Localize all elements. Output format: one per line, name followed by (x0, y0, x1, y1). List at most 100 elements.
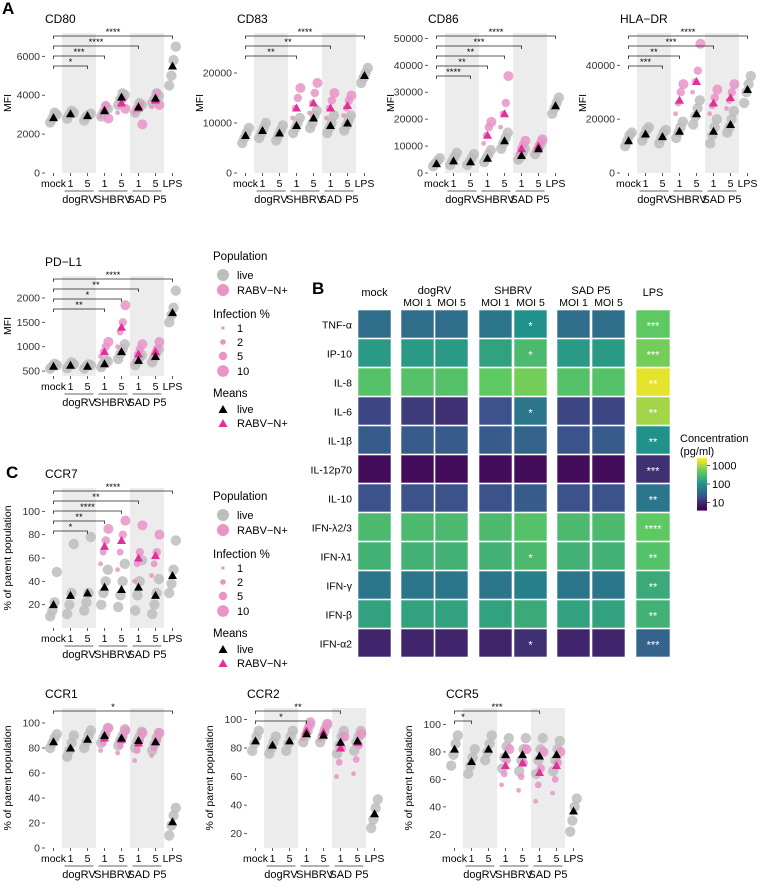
y-tick-label: 60 (429, 774, 441, 786)
x-tick-label: 1 (102, 853, 108, 865)
legend-infection-1-label: 1 (237, 323, 243, 335)
legend-panel-c: Population live RABV−N+ Infection % 1 2 … (213, 491, 288, 670)
legend-c-rabv-label: RABV−N+ (237, 525, 288, 537)
colorbar-segment (697, 488, 707, 491)
significance-bracket (53, 520, 105, 524)
live-mean-marker (100, 731, 109, 739)
heatmap-significance: ** (649, 582, 658, 594)
live-point (705, 138, 716, 149)
live-point (260, 117, 271, 129)
x-tick-label: 1 (304, 853, 310, 865)
rabv-point (724, 105, 729, 111)
live-point (728, 105, 739, 117)
x-tick-label: 1 (519, 178, 525, 190)
y-tick-label: 0 (609, 168, 615, 180)
heatmap-cell (434, 367, 469, 397)
colorbar-segment (697, 476, 707, 479)
live-point (677, 116, 688, 128)
x-tick-label: 5 (355, 853, 361, 865)
live-point (743, 78, 754, 90)
rabv-point (149, 573, 155, 578)
x-tick-label: 5 (554, 853, 560, 865)
live-mean-marker (569, 806, 578, 815)
heatmap-row-label: IFN-γ (326, 581, 352, 593)
legend-infection-5-dot (218, 351, 228, 361)
y-tick-label: 20000 (394, 114, 423, 126)
rabv-point (103, 336, 114, 347)
colorbar-segment (697, 490, 707, 493)
heatmap-cell (357, 367, 392, 397)
legend-means-title: Means (213, 388, 248, 400)
x-tick-label: 1 (270, 853, 276, 865)
group-label: SAD P5 (127, 649, 166, 661)
heatmap-column-moi: MOI 5 (594, 297, 623, 309)
live-point (345, 110, 356, 121)
heatmap-cell (556, 599, 591, 629)
group-label: dogRV (62, 869, 96, 881)
heatmap-cell (478, 367, 513, 397)
heatmap-row-label: IL-6 (334, 407, 352, 419)
live-point (147, 608, 158, 620)
heatmap-cell (556, 338, 591, 368)
significance-bracket (436, 75, 471, 79)
y-tick-label: 40 (230, 800, 242, 812)
live-point (553, 92, 564, 103)
x-tick-label: LPS (564, 853, 584, 865)
x-tick-label: 1 (643, 178, 649, 190)
heatmap-cell (556, 367, 591, 397)
rabv-point (310, 88, 319, 98)
colorbar-title: Concentration (680, 433, 749, 445)
y-tick-label: 40 (28, 793, 40, 805)
live-mean-marker (83, 111, 92, 120)
y-tick-label: 20000 (586, 114, 615, 126)
significance-label: **** (106, 270, 121, 281)
rabv-point (500, 770, 508, 778)
rabv-mean-marker (500, 109, 509, 118)
live-mean-marker (49, 361, 58, 370)
live-point (287, 725, 298, 737)
group-label: SHBRV (296, 869, 334, 881)
live-mean-marker (168, 571, 177, 579)
live-point (567, 815, 578, 826)
rabv-point (503, 71, 514, 82)
live-mean-marker (658, 132, 667, 141)
live-point (643, 122, 654, 133)
group-label: SAD P5 (127, 869, 166, 881)
group-label: dogRV (264, 869, 298, 881)
x-tick-label: 5 (85, 381, 91, 393)
live-mean-marker (168, 308, 177, 317)
rabv-point (132, 578, 138, 584)
significance-label: ** (650, 47, 658, 58)
heatmap-row-label: IFN-λ1 (321, 552, 353, 564)
live-point (166, 70, 177, 81)
live-point (164, 830, 175, 841)
x-tick-label: LPS (163, 633, 183, 645)
x-tick-label: 1 (68, 633, 74, 645)
legend-c-rabv-mean-label: RABV−N+ (237, 658, 288, 670)
live-point (132, 590, 143, 601)
rabv-point (305, 717, 316, 728)
significance-bracket (628, 35, 748, 39)
rabv-point (132, 758, 138, 763)
heatmap-cell (478, 309, 513, 339)
legend-infection-10-dot (217, 365, 229, 377)
rabv-point (307, 110, 312, 116)
heatmap-cell (513, 367, 548, 397)
x-tick-label: mock (243, 853, 269, 865)
heatmap-cell (635, 483, 671, 513)
heatmap-cell (556, 570, 591, 600)
colorbar-segment (697, 474, 707, 477)
live-mean-marker (326, 121, 335, 129)
rabv-mean-marker (117, 536, 126, 544)
live-point (164, 587, 175, 599)
x-tick-label: LPS (355, 178, 375, 190)
rabv-mean-marker (151, 551, 160, 560)
heatmap-cell (635, 454, 671, 484)
live-point (739, 97, 750, 109)
live-point (294, 112, 305, 124)
live-mean-marker (251, 736, 260, 745)
x-tick-label: 5 (277, 178, 283, 190)
significance-bracket (53, 288, 139, 292)
rabv-point (98, 354, 103, 359)
